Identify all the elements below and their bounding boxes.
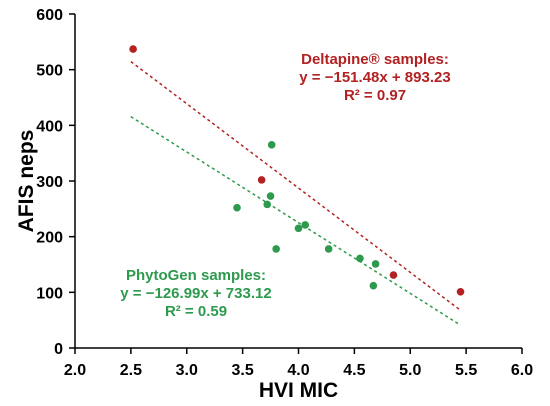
data-point-phytogen [272, 245, 280, 253]
x-tick-label: 2.5 [120, 362, 142, 379]
annotation-phytogen-line: y = −126.99x + 733.12 [120, 285, 271, 302]
data-point-phytogen [301, 221, 310, 229]
tick-group: 2.0 2.5 3.0 3.5 4.0 4.5 5.0 5.5 6.0 0 100 200 300 400… [36, 7, 533, 379]
data-point-deltapine [129, 45, 137, 53]
y-tick-label: 300 [36, 174, 63, 191]
y-axis-title: AFIS neps [15, 130, 38, 233]
y-tick-label: 0 [54, 341, 63, 358]
annotation-deltapine-line: y = −151.48x + 893.23 [299, 69, 450, 86]
x-tick-label: 4.5 [343, 362, 365, 379]
y-tick-label: 100 [36, 285, 63, 302]
trendline-deltapine [130, 60, 461, 311]
x-tick-label: 3.0 [176, 362, 198, 379]
data-point-phytogen [233, 203, 241, 212]
annotation-group: Deltapine® samples:y = −151.48x + 893.23… [120, 51, 450, 320]
point-group [129, 45, 465, 296]
x-tick-label: 5.5 [455, 362, 477, 379]
annotation-phytogen-line: R² = 0.59 [165, 303, 227, 320]
annotation-deltapine-line: R² = 0.97 [344, 87, 406, 104]
annotation-deltapine-line: Deltapine® samples: [301, 51, 449, 68]
y-tick-label: 500 [36, 63, 63, 80]
data-point-phytogen [369, 281, 378, 290]
data-point-phytogen [324, 245, 333, 253]
data-point-phytogen [263, 200, 272, 209]
y-tick-label: 400 [36, 118, 63, 135]
x-tick-label: 6.0 [511, 362, 533, 379]
y-tick-label: 200 [36, 230, 63, 247]
data-point-phytogen [356, 254, 364, 263]
x-tick-label: 5.0 [399, 362, 421, 379]
data-point-deltapine [257, 176, 266, 184]
data-point-phytogen [266, 192, 275, 200]
data-point-phytogen [371, 260, 380, 268]
x-tick-label: 2.0 [64, 362, 86, 379]
trendline-group [130, 60, 461, 326]
axes: 2.0 2.5 3.0 3.5 4.0 4.5 5.0 5.5 6.0 0 100 200 300 400… [36, 7, 533, 379]
data-point-deltapine [389, 271, 398, 279]
x-axis-title: HVI MIC [259, 379, 338, 402]
trendline-phytogen [130, 115, 461, 326]
data-point-deltapine [456, 287, 465, 296]
annotation-phytogen-line: PhytoGen samples: [126, 267, 266, 284]
data-point-phytogen [267, 141, 276, 149]
x-tick-label: 4.0 [287, 362, 309, 379]
y-tick-label: 600 [36, 7, 63, 24]
data-point-phytogen [294, 224, 303, 233]
x-tick-label: 3.5 [232, 362, 254, 379]
